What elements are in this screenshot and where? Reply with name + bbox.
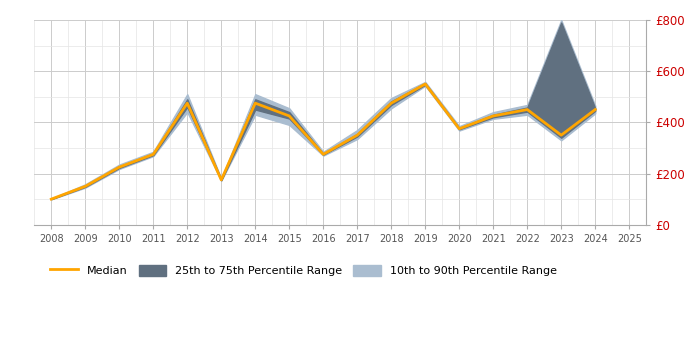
Median: [591, 107, 599, 112]
Median: [183, 101, 192, 105]
Median: [319, 152, 328, 156]
Median: [557, 133, 566, 137]
Median: [387, 101, 395, 105]
Median: [47, 197, 55, 201]
Median: [285, 114, 293, 118]
Median: [353, 133, 361, 137]
Median: [81, 184, 90, 188]
Median: [217, 178, 225, 182]
Median: [455, 127, 463, 131]
Median: [421, 82, 429, 86]
Median: [523, 107, 531, 112]
Median: [149, 152, 158, 156]
Median: [489, 114, 498, 118]
Median: [115, 165, 123, 169]
Median: [251, 101, 260, 105]
Line: Median: Median: [51, 84, 595, 199]
Legend: Median, 25th to 75th Percentile Range, 10th to 90th Percentile Range: Median, 25th to 75th Percentile Range, 1…: [46, 260, 561, 281]
